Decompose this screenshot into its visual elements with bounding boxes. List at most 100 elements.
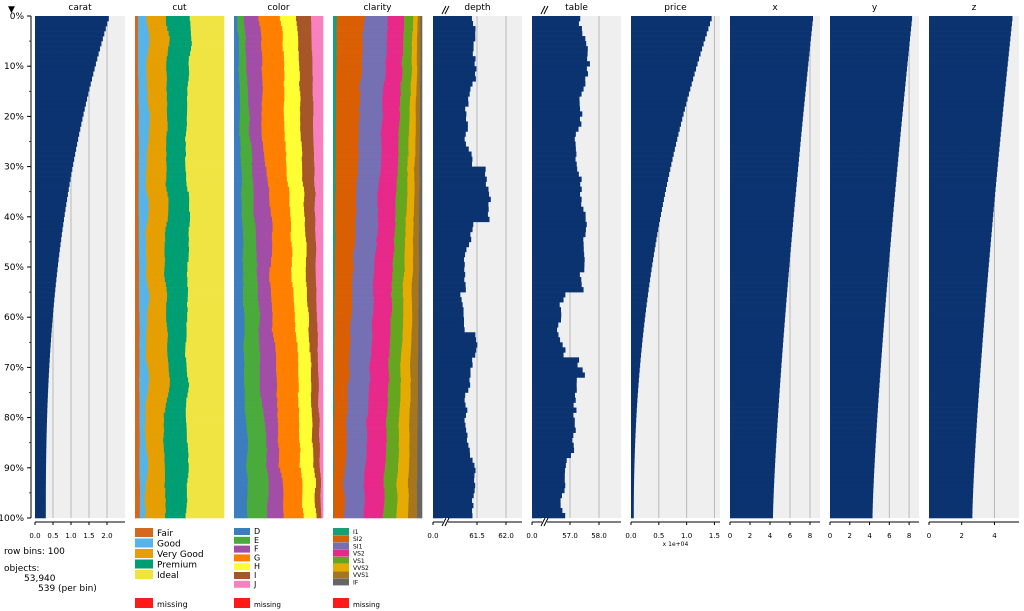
segment-F <box>266 452 280 459</box>
segment-E <box>239 61 247 67</box>
bar-bin <box>631 186 666 192</box>
bar-bin <box>532 392 575 398</box>
x-tick-label: 61.5 <box>469 532 485 540</box>
segment-SI1 <box>344 492 365 499</box>
segment-SI1 <box>357 176 380 182</box>
segment-I <box>311 412 320 418</box>
segment-VS2 <box>377 216 396 223</box>
segment-H <box>282 31 299 37</box>
segment-VVS2 <box>398 442 410 449</box>
segment-VVS2 <box>410 91 417 97</box>
segment-H <box>298 402 312 408</box>
segment-E <box>244 322 260 328</box>
bar-bin <box>830 236 891 243</box>
segment-D <box>234 211 242 218</box>
segment-I1 <box>333 226 336 233</box>
segment-G <box>274 337 297 343</box>
segment-Premium <box>166 166 186 172</box>
bar-bin <box>730 96 805 102</box>
bar-bin <box>631 427 636 433</box>
segment-VVS2 <box>407 176 415 182</box>
x-tick-label: 1.0 <box>65 532 76 540</box>
segment-VVS2 <box>396 507 409 514</box>
bar-bin <box>730 236 792 243</box>
segment-VS2 <box>382 111 401 117</box>
bar-bin <box>35 31 105 37</box>
segment-F <box>253 191 270 198</box>
segment-VVS1 <box>408 512 418 519</box>
segment-VVS1 <box>417 66 421 72</box>
segment-H <box>291 221 306 228</box>
bar-bin <box>730 477 775 484</box>
segment-E <box>242 216 255 223</box>
segment-SI2 <box>333 482 344 489</box>
bar-bin <box>35 196 68 203</box>
bar-bin <box>631 126 680 132</box>
segment-Good <box>138 141 149 147</box>
bar-bin <box>433 211 488 218</box>
bar-bin <box>433 131 466 137</box>
segment-VS2 <box>377 226 396 233</box>
segment-I <box>305 226 316 233</box>
segment-VVS2 <box>404 236 414 243</box>
segment-VVS1 <box>414 201 420 208</box>
segment-F <box>246 66 262 72</box>
segment-IF <box>418 337 423 343</box>
segment-SI1 <box>352 277 374 283</box>
bar-bin <box>433 61 475 67</box>
segment-VVS1 <box>415 146 420 152</box>
segment-D <box>234 171 243 177</box>
segment-I1 <box>333 26 337 32</box>
segment-VVS2 <box>407 186 415 192</box>
segment-Ideal <box>188 61 225 67</box>
segment-VVS1 <box>416 91 421 97</box>
bar-bin <box>830 106 903 112</box>
segment-VVS1 <box>411 292 419 298</box>
segment-Ideal <box>189 16 225 22</box>
segment-SI1 <box>362 36 388 42</box>
bar-bin <box>830 357 882 363</box>
x-tick-label: 0.0 <box>526 532 537 540</box>
segment-J <box>312 51 324 57</box>
legend-swatch-VVS1 <box>333 571 349 579</box>
segment-Fair <box>135 332 140 338</box>
segment-SI2 <box>336 111 360 117</box>
segment-D <box>234 191 242 198</box>
segment-Fair <box>135 26 139 32</box>
segment-SI1 <box>359 81 385 87</box>
bar-bin <box>35 427 47 433</box>
bar-bin <box>532 447 575 454</box>
segment-F <box>259 347 276 353</box>
segment-SI2 <box>336 81 360 87</box>
segment-E <box>241 181 254 187</box>
bar-bin <box>631 196 664 203</box>
segment-I <box>313 447 321 454</box>
segment-E <box>239 116 251 122</box>
segment-G <box>277 417 300 423</box>
segment-Ideal <box>190 211 225 218</box>
segment-I1 <box>333 322 335 328</box>
segment-Fair <box>135 256 140 263</box>
segment-VVS2 <box>407 171 415 177</box>
segment-Premium <box>166 71 190 77</box>
segment-G <box>279 447 301 454</box>
segment-IF <box>418 352 423 358</box>
segment-Ideal <box>186 337 225 343</box>
bar-bin <box>532 51 588 57</box>
segment-Very Good <box>148 287 167 293</box>
bar-bin <box>35 136 79 142</box>
bar-bin <box>433 362 473 368</box>
segment-F <box>256 267 270 273</box>
bar-bin <box>730 287 788 293</box>
segment-VS2 <box>366 457 387 464</box>
segment-SI2 <box>336 86 360 92</box>
segment-F <box>257 282 271 288</box>
segment-Premium <box>164 277 188 283</box>
segment-J <box>315 277 324 283</box>
segment-H <box>299 457 314 464</box>
segment-VVS2 <box>407 196 415 203</box>
column-header-color: color <box>267 3 289 13</box>
segment-Premium <box>165 402 187 408</box>
segment-H <box>298 387 312 393</box>
